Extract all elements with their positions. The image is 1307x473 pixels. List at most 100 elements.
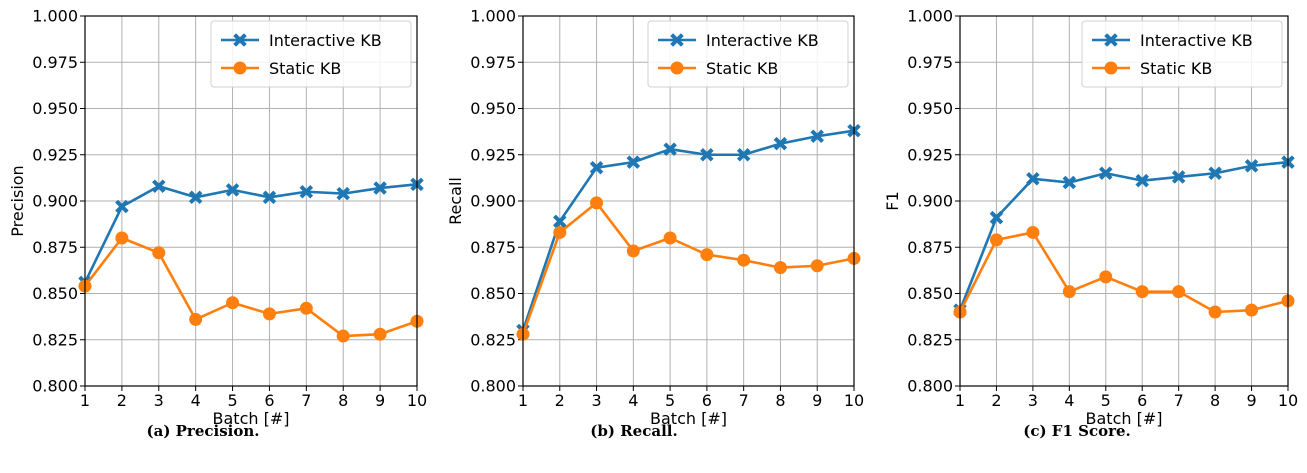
x-tick-label: 5 <box>1101 391 1111 410</box>
x-tick-label: 10 <box>844 391 864 410</box>
y-tick-label: 0.975 <box>907 53 953 72</box>
x-tick-label: 6 <box>264 391 274 410</box>
x-axis-label: Batch [#] <box>1086 409 1163 428</box>
x-tick-label: 10 <box>407 391 427 410</box>
legend-box <box>210 20 412 88</box>
x-tick-label: 1 <box>518 391 528 410</box>
data-point-s1-2 <box>115 199 129 214</box>
data-point-s1-3 <box>589 160 604 175</box>
y-tick-label: 0.850 <box>32 284 78 303</box>
chart-panel-3: 1 2 3 4 5 6 7 8 9 10 0.800 0.825 0.850 0.875 0.900 0.92… <box>883 7 1298 441</box>
y-tick-label: 0.850 <box>470 284 516 303</box>
chart-panel-2: 1 2 3 4 5 6 7 8 9 10 0.800 0.825 0.850 0.875 0.900 0.92… <box>446 7 864 441</box>
series-line-1 <box>83 183 418 283</box>
data-point-s1-9 <box>810 129 825 144</box>
data-point-s1-3 <box>1026 171 1040 186</box>
chart-panel-1: 1 2 3 4 5 6 7 8 9 10 0.800 0.825 0.850 0.875 0.900 0.92… <box>8 7 427 441</box>
x-tick-label: 8 <box>338 391 348 410</box>
legend-marker <box>233 33 247 47</box>
data-point-s1-8 <box>1208 166 1222 181</box>
data-point-s1-5 <box>663 142 677 157</box>
y-tick-label: 0.975 <box>470 53 516 72</box>
x-axis-label: Batch [#] <box>213 409 290 428</box>
legend-label: Static KB <box>1140 59 1212 78</box>
data-point-s1-6 <box>700 147 714 162</box>
data-point-s2-9 <box>1245 303 1259 317</box>
x-tick-label: 4 <box>628 391 638 410</box>
plot-frame <box>522 15 855 387</box>
x-tick-label: 9 <box>1246 391 1256 410</box>
legend-marker <box>1104 61 1118 75</box>
data-point-s1-8 <box>336 186 351 201</box>
x-axis-label: Batch [#] <box>650 409 727 428</box>
data-point-s1-6 <box>1135 173 1150 188</box>
data-point-s2-4 <box>189 312 203 326</box>
y-tick-label: 0.925 <box>907 145 953 164</box>
legend: Interactive KB Static KB <box>647 20 849 88</box>
data-point-s2-8 <box>336 329 350 343</box>
data-point-s1-4 <box>1062 175 1077 190</box>
legend-marker <box>233 61 247 75</box>
x-tick-label: 2 <box>555 391 565 410</box>
x-tick-label: 3 <box>591 391 601 410</box>
data-point-s2-5 <box>226 296 240 310</box>
legend-marker <box>1104 33 1118 47</box>
data-point-s2-5 <box>663 231 677 245</box>
data-point-s1-3 <box>151 179 166 194</box>
y-tick-label: 0.800 <box>470 377 516 396</box>
x-tick-label: 9 <box>812 391 822 410</box>
legend-label: Static KB <box>269 59 341 78</box>
legend-label: Interactive KB <box>269 31 382 50</box>
data-point-s2-9 <box>810 259 824 273</box>
data-point-s1-5 <box>225 183 240 197</box>
series-line-2 <box>83 236 418 338</box>
y-tick-label: 0.825 <box>32 330 78 349</box>
plot-frame <box>959 15 1289 387</box>
data-point-s2-3 <box>590 196 604 210</box>
y-tick-label: 0.950 <box>32 99 78 118</box>
y-tick-label: 0.800 <box>907 377 953 396</box>
x-tick-label: 1 <box>955 391 965 410</box>
y-tick-label: 0.875 <box>470 238 516 257</box>
y-tick-label: 0.925 <box>470 145 516 164</box>
y-tick-label: 0.825 <box>907 330 953 349</box>
data-point-s2-8 <box>1208 305 1222 319</box>
data-point-s2-3 <box>152 246 166 260</box>
data-point-s2-8 <box>773 261 787 275</box>
x-tick-label: 3 <box>154 391 164 410</box>
y-tick-label: 1.000 <box>907 7 953 26</box>
y-tick-label: 0.800 <box>32 377 78 396</box>
data-point-s2-7 <box>737 253 751 267</box>
x-tick-label: 9 <box>375 391 385 410</box>
data-point-s2-2 <box>989 233 1003 247</box>
x-tick-label: 6 <box>1137 391 1147 410</box>
data-point-s1-2 <box>552 214 567 229</box>
x-tick-label: 2 <box>117 391 127 410</box>
series-line-1 <box>521 129 855 331</box>
x-tick-label: 2 <box>991 391 1001 410</box>
data-point-s1-7 <box>736 147 751 162</box>
y-tick-label: 0.950 <box>907 99 953 118</box>
y-tick-label: 0.900 <box>32 192 78 211</box>
y-tick-label: 0.850 <box>907 284 953 303</box>
plot-frame <box>84 15 418 387</box>
data-point-s2-6 <box>1135 285 1149 299</box>
series-line-2 <box>958 231 1289 314</box>
legend: Interactive KB Static KB <box>1081 20 1283 88</box>
y-tick-label: 0.975 <box>32 53 78 72</box>
figure-caption: (c) F1 Score. <box>1023 422 1131 440</box>
x-tick-label: 5 <box>665 391 675 410</box>
figure-caption: (b) Recall. <box>590 422 677 440</box>
y-axis-label: F1 <box>883 191 902 210</box>
y-tick-label: 0.900 <box>907 192 953 211</box>
data-point-s2-7 <box>1172 285 1186 299</box>
x-tick-label: 8 <box>1210 391 1220 410</box>
x-tick-label: 5 <box>227 391 237 410</box>
series-line-1 <box>958 160 1289 311</box>
legend-box <box>647 20 849 88</box>
x-tick-label: 3 <box>1028 391 1038 410</box>
data-point-s2-2 <box>553 225 567 239</box>
data-point-s1-9 <box>1244 158 1259 173</box>
x-tick-label: 4 <box>191 391 201 410</box>
x-tick-label: 6 <box>702 391 712 410</box>
